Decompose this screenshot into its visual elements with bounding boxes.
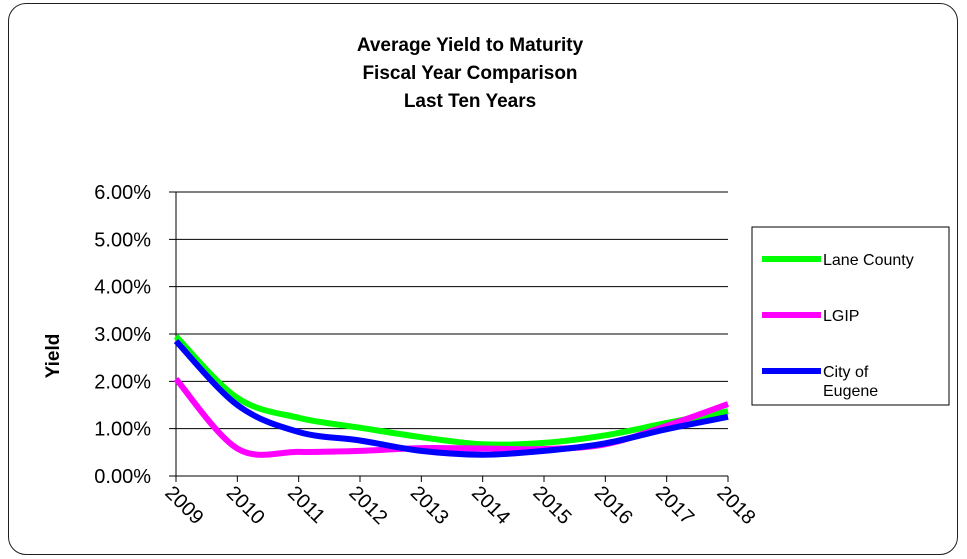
- x-tick-label: 2018: [712, 482, 759, 529]
- x-tick-label: 2013: [406, 482, 453, 529]
- y-tick-label: 0.00%: [94, 466, 151, 488]
- x-tick-labels: 2009 2010 2011 2012 2013 2014 2015 2016 2017 2018: [160, 482, 759, 529]
- series-lines: [173, 334, 730, 458]
- chart-title-line-1: Average Yield to Maturity: [357, 35, 584, 56]
- y-tick-label: 2.00%: [94, 371, 151, 393]
- x-tick-label: 2016: [590, 482, 637, 529]
- x-tick-label: 2009: [160, 482, 207, 529]
- legend-label-2: City of Eugene: [823, 364, 878, 400]
- chart-title: Average Yield to Maturity Fiscal Year Co…: [357, 35, 584, 112]
- gridlines: [169, 191, 728, 430]
- y-tick-label: 3.00%: [94, 324, 151, 346]
- x-tick-label: 2012: [344, 482, 391, 529]
- chart-title-line-3: Last Ten Years: [404, 91, 536, 112]
- y-tick-label: 1.00%: [94, 419, 151, 441]
- x-tick-label: 2011: [283, 482, 329, 528]
- legend: Lane County LGIP City of Eugene: [751, 226, 950, 406]
- series-line-0: [173, 334, 729, 448]
- legend-label-0: Lane County: [823, 252, 914, 269]
- y-tick-label: 5.00%: [94, 229, 151, 251]
- x-tick-label: 2014: [467, 482, 514, 529]
- y-tick-label: 4.00%: [94, 277, 151, 299]
- y-tick-label: 6.00%: [94, 182, 151, 204]
- x-tick-label: 2017: [651, 482, 698, 529]
- chart-title-line-2: Fiscal Year Comparison: [362, 63, 577, 84]
- y-tick-labels: 0.00% 1.00% 2.00% 3.00% 4.00% 5.00% 6.00%: [94, 182, 151, 488]
- y-axis-label: Yield: [43, 334, 64, 379]
- x-tick-label: 2015: [528, 482, 575, 529]
- x-tick-label: 2010: [222, 482, 269, 529]
- legend-label-1: LGIP: [823, 308, 859, 325]
- series-line-2: [173, 339, 729, 458]
- chart-frame: [8, 3, 958, 555]
